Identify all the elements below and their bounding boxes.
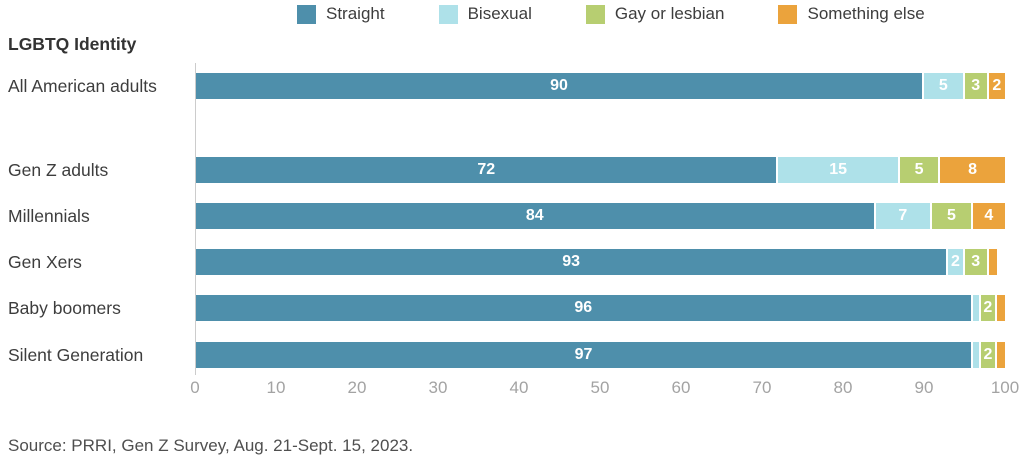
bar-row: 93 2 3 [196,249,1005,275]
legend-swatch-icon [297,4,316,24]
bar-row: 84 7 5 4 [196,203,1005,229]
legend-swatch-icon [438,4,458,24]
category-label: Silent Generation [8,345,144,365]
bar-segment-straight: 93 [196,249,949,275]
bar-segment-bisexual: 5 [924,73,965,99]
bar-segment-bisexual: 7 [875,203,933,229]
bar-segment-straight: 97 [196,342,973,368]
x-tick-label: 10 [266,378,286,397]
x-axis-ticks: 0 10 20 30 40 50 60 70 80 90 100 [190,378,1019,400]
category-label: Gen Xers [8,252,82,272]
bar-value-label: 93 [562,253,581,270]
bar-segment-gay_or_lesbian: 3 [964,73,989,99]
legend-label: Gay or lesbian [614,4,725,23]
source-note: Source: PRRI, Gen Z Survey, Aug. 21-Sept… [8,436,414,455]
bar-segment-bisexual: 15 [778,157,900,183]
x-tick-label: 80 [833,378,853,397]
bar-value-label: 84 [525,207,544,224]
plot-area: 90 5 3 2 72 15 5 8 84 7 5 4 93 2 3 96 2 97 2 [195,63,1005,375]
bar-segment-gay_or_lesbian: 2 [980,295,997,321]
bar-segment-gay_or_lesbian: 5 [899,157,941,183]
bar-value-label: 15 [829,161,848,178]
bar-value-label: 72 [477,161,496,178]
bar-value-label: 96 [574,299,593,316]
bar-value-label: 3 [971,77,981,94]
bar-value-label: 90 [550,77,568,94]
legend-item: Straight [297,4,385,24]
legend-swatch-icon [585,4,605,24]
bar-row: 96 2 [196,295,1005,321]
bar-segment-something_else: 2 [988,73,1005,99]
bar-row: 72 15 5 8 [196,157,1005,183]
x-tick-label: 20 [347,378,367,397]
bar-value-label: 2 [983,346,993,363]
bar-segment-straight: 90 [196,73,925,99]
legend-item: Something else [778,4,925,24]
bar-segment-bisexual [972,342,981,368]
bar-segment-gay_or_lesbian: 3 [964,249,989,275]
x-tick-label: 90 [914,378,934,397]
bar-segment-something_else: 8 [940,157,1005,183]
x-tick-label: 50 [590,378,610,397]
chart-legend: Straight Bisexual Gay or lesbian Something … [297,4,925,24]
bar-value-label: 8 [968,161,978,178]
bar-value-label: 7 [898,207,908,224]
x-tick-label: 30 [428,378,448,397]
bar-segment-something_else: 4 [972,203,1005,229]
legend-label: Something else [807,4,925,23]
bar-value-label: 97 [574,346,593,363]
legend-item: Bisexual [438,4,532,24]
bar-value-label: 2 [992,77,1002,94]
bar-segment-something_else [988,249,997,275]
y-axis-line [195,63,196,375]
bar-segment-gay_or_lesbian: 2 [980,342,997,368]
bar-value-label: 5 [946,207,956,224]
bar-segment-straight: 96 [196,295,973,321]
x-tick-label: 70 [752,378,772,397]
bar-segment-bisexual [972,295,981,321]
bar-segment-something_else [996,295,1005,321]
legend-item: Gay or lesbian [585,4,725,24]
bar-value-label: 5 [914,161,924,178]
bar-value-label: 4 [984,207,994,224]
bar-value-label: 2 [983,299,993,316]
bar-row: 90 5 3 2 [196,73,1005,99]
bar-value-label: 5 [938,77,948,94]
legend-label: Bisexual [467,4,532,23]
bar-segment-straight: 72 [196,157,779,183]
x-tick-label: 40 [509,378,529,397]
chart-title: LGBTQ Identity [8,34,137,54]
x-tick-label: 100 [990,378,1020,397]
category-label: Millennials [8,206,90,226]
category-label: All American adults [8,76,157,96]
legend-swatch-icon [778,4,798,24]
bar-segment-bisexual: 2 [948,249,965,275]
bar-value-label: 2 [950,253,960,270]
bar-row: 97 2 [196,342,1005,368]
bar-segment-something_else [997,342,1005,368]
bar-segment-gay_or_lesbian: 5 [932,203,973,229]
bar-segment-straight: 84 [196,203,876,229]
category-label: Gen Z adults [8,160,109,180]
category-label: Baby boomers [8,298,121,318]
bar-value-label: 3 [971,253,981,270]
legend-label: Straight [326,4,385,23]
x-tick-label: 0 [190,378,200,397]
x-tick-label: 60 [671,378,691,397]
